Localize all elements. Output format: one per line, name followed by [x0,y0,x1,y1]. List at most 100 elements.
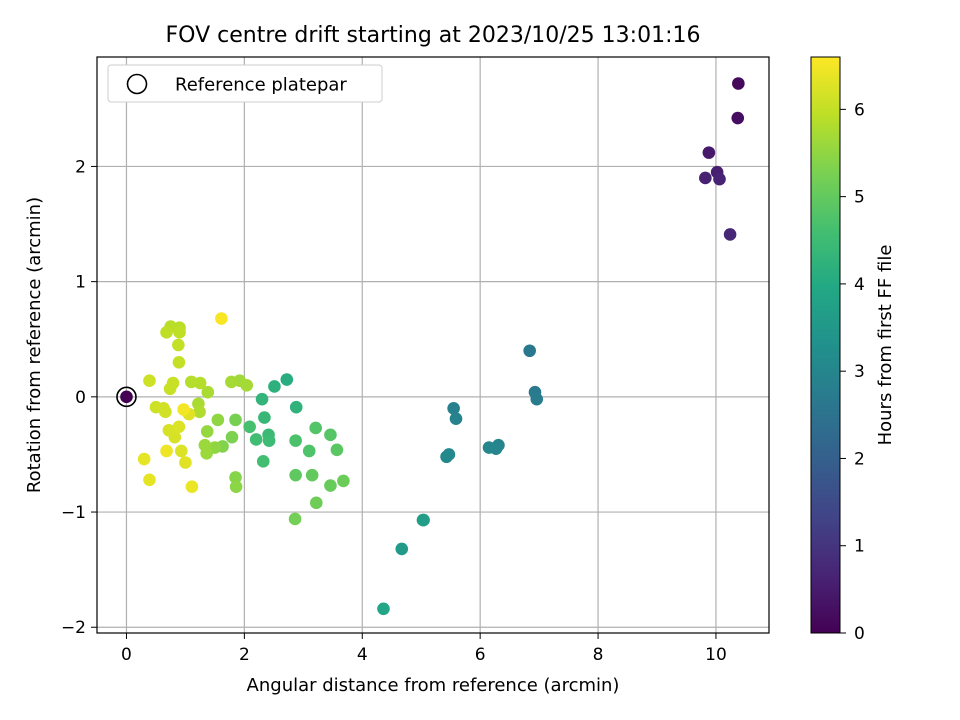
data-point [395,542,409,556]
data-point [185,375,198,389]
data-point [377,602,390,616]
legend-box [107,64,383,103]
data-point [324,479,337,492]
colorbar-tick-label: 4 [854,275,865,295]
scatter-points [120,77,745,616]
data-point [229,471,242,484]
data-point [143,473,156,487]
plot-frame [96,56,770,634]
data-point [160,444,173,458]
data-point [137,452,151,466]
data-point [166,376,180,390]
data-point [255,392,269,406]
data-point [172,420,186,434]
data-point [160,326,173,339]
data-point [256,455,270,468]
data-point [280,373,294,386]
y-axis-label: Rotation from reference (arcmin) [24,197,45,493]
data-point [172,355,186,369]
data-point [713,172,726,186]
data-point [288,512,302,526]
data-point [309,421,322,435]
data-point [449,412,463,426]
data-point [201,385,215,399]
x-tick-label: 2 [239,645,250,665]
y-tick-label: 2 [75,157,86,177]
data-point [289,400,303,414]
data-point [159,405,172,419]
reference-platepar-marker [116,386,137,408]
data-point [185,480,199,493]
data-point [172,338,185,352]
data-point [723,228,737,241]
data-point [173,326,186,339]
data-point [337,474,350,488]
x-tick-label: 4 [357,645,368,665]
y-tick-label: 1 [75,273,86,293]
chart-title: FOV centre drift starting at 2023/10/25 … [166,23,701,48]
data-point [179,456,192,469]
data-point [215,312,228,325]
data-point [225,375,238,389]
data-point [177,403,190,416]
data-point [249,433,263,446]
legend-label: Reference platepar [175,75,347,96]
data-point [229,480,243,493]
plot-background [97,57,769,633]
data-point [243,420,256,434]
x-axis-label: Angular distance from reference (arcmin) [247,675,620,696]
data-point [330,443,344,457]
colorbar-tick-label: 5 [854,188,865,208]
data-point [324,428,337,442]
data-point [530,392,544,406]
reference-marker-layer [116,386,137,408]
x-tick-label: 0 [121,645,132,665]
data-point [289,434,302,447]
data-point [732,77,745,90]
data-point [699,171,712,185]
colorbar-tick-label: 1 [854,537,865,557]
data-point [305,468,319,482]
colorbar-ticks: 0 1 2 3 4 5 6 [840,100,865,644]
colorbar: 0 1 2 3 4 5 6 Hours from first FF file [810,56,896,644]
data-point [309,496,323,510]
y-tick-label: 0 [75,388,86,408]
data-point [442,448,456,461]
data-point [302,444,316,458]
data-point [174,444,188,458]
data-point [447,402,460,415]
data-point [211,413,225,427]
legend-marker-icon [126,73,148,95]
data-point [268,380,281,393]
data-point [229,413,242,427]
y-tick-label: −2 [61,618,86,638]
data-point [193,405,206,419]
x-tick-label: 6 [475,645,486,665]
data-point [523,344,536,358]
colorbar-tick-label: 6 [854,100,865,120]
colorbar-tick-label: 3 [854,362,865,382]
grid [97,57,769,633]
data-point [258,411,271,424]
y-axis: −2 −1 0 1 2 [61,157,97,638]
colorbar-tick-label: 0 [854,624,865,644]
data-point [731,111,745,125]
colorbar-label: Hours from first FF file [875,245,896,446]
data-point [417,513,430,527]
data-point [702,146,716,159]
data-point [143,374,156,388]
data-point [120,390,133,404]
x-axis: 0 2 4 6 8 10 [121,633,727,665]
data-point [225,430,239,444]
legend: Reference platepar [107,64,383,103]
x-tick-label: 8 [593,645,604,665]
data-point [168,430,182,444]
data-point [200,425,214,438]
x-tick-label: 10 [705,645,727,665]
data-point [482,441,496,454]
data-point [200,446,213,460]
y-tick-label: −1 [61,503,86,523]
colorbar-gradient [810,56,841,634]
colorbar-tick-label: 2 [854,449,865,469]
